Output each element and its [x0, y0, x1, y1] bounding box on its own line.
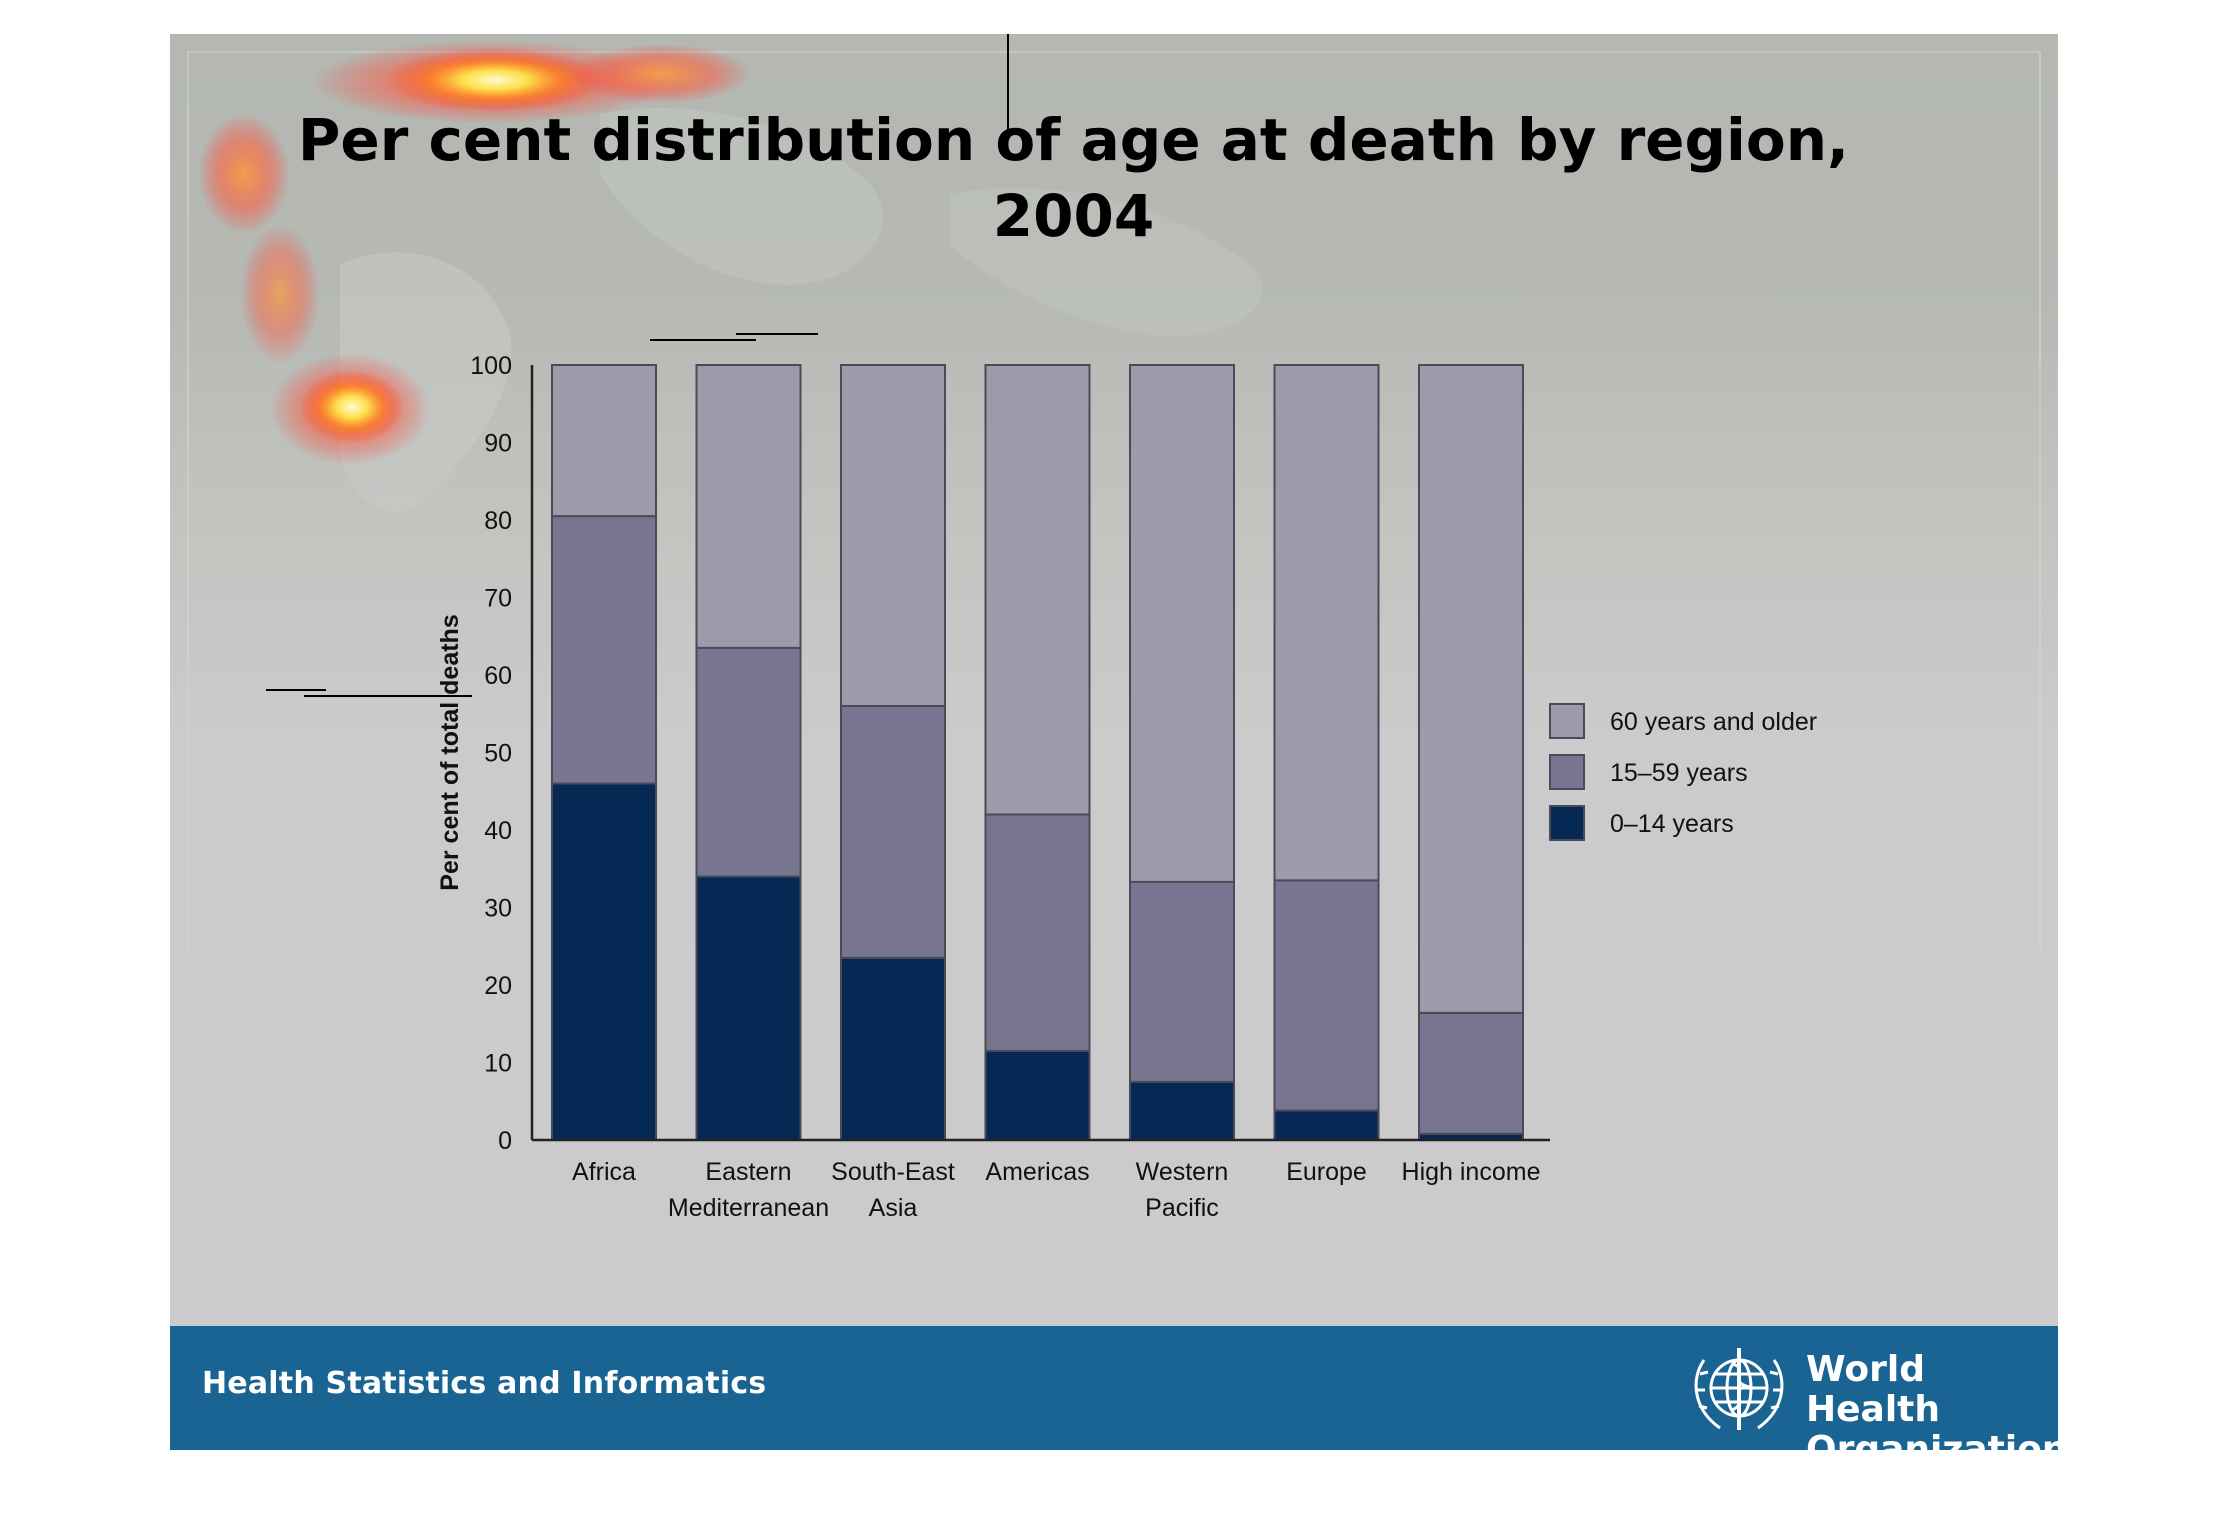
title-line-1: Per cent distribution of age at death by… [297, 106, 1850, 174]
y-tick-label: 30 [484, 895, 512, 923]
background-decoration [187, 34, 2041, 953]
bar-segment [1273, 879, 1380, 1112]
bar-segment [1273, 1109, 1380, 1142]
x-tick-label: Africa [572, 1158, 636, 1186]
who-logo: World Health Organization [1680, 1340, 2058, 1450]
x-tick-label: Europe [1286, 1158, 1367, 1186]
slide-title: Per cent distribution of age at death by… [170, 102, 1977, 254]
who-name-line-1: World Health [1806, 1349, 1941, 1430]
map-shape [950, 187, 1263, 336]
slide: Per cent distribution of age at death by… [170, 34, 2058, 1450]
x-tick-label: Asia [869, 1194, 918, 1222]
map-shape [600, 107, 883, 286]
bar-segment [551, 364, 657, 518]
legend-label: 15–59 years [1610, 759, 1748, 787]
heatmap-spot [198, 114, 290, 234]
bar-segment [695, 875, 802, 1141]
y-tick-label: 40 [484, 817, 512, 845]
legend-swatch [1549, 754, 1585, 790]
bar-segment [840, 364, 946, 707]
stacked-bar-chart: 0 10 20 30 40 50 60 70 80 90 100 Per cent of total … [436, 352, 1817, 1222]
inner-frame [187, 51, 2041, 953]
bar-segment [840, 705, 946, 959]
bar-segment [1129, 880, 1235, 1083]
y-tick-label: 50 [484, 740, 512, 768]
bar-segment [551, 782, 657, 1141]
y-tick-label: 20 [484, 972, 512, 1000]
legend-swatch [1549, 805, 1585, 841]
bar-segment [984, 1049, 1091, 1141]
y-tick-label: 90 [484, 430, 512, 458]
y-tick-label: 10 [484, 1050, 512, 1078]
footer-bar: Health Statistics and Informatics [170, 1326, 2058, 1450]
x-tick-label: South-East [831, 1158, 955, 1186]
y-tick-label: 100 [470, 352, 512, 380]
bar-segment [840, 956, 946, 1141]
who-name: World Health Organization [1806, 1349, 2058, 1451]
bar-segment [1129, 1080, 1235, 1141]
x-tick-label: Americas [985, 1158, 1089, 1186]
y-tick-label: 60 [484, 662, 512, 690]
legend-label: 60 years and older [1610, 708, 1817, 736]
x-tick-label: High income [1402, 1158, 1541, 1186]
x-tick-label: Western [1136, 1158, 1229, 1186]
y-tick-label: 80 [484, 507, 512, 535]
bar-segment [1418, 364, 1524, 1014]
bar-segment [695, 364, 802, 649]
y-axis-label: Per cent of total deaths [436, 614, 464, 890]
who-emblem-icon [1694, 1348, 1784, 1430]
x-tick-label: Mediterranean [668, 1194, 829, 1222]
bar-segment [695, 646, 802, 878]
legend-swatch [1549, 703, 1585, 739]
bar-segment [1418, 1011, 1524, 1135]
heatmap-spot [570, 44, 750, 104]
title-line-2: 2004 [992, 182, 1155, 250]
x-tick-label: Pacific [1145, 1194, 1219, 1222]
footer-text: Health Statistics and Informatics [202, 1366, 767, 1401]
bar-segment [984, 813, 1091, 1052]
heatmap-spot [240, 224, 320, 364]
bar-segment [1273, 364, 1380, 882]
who-name-line-2: Organization [1806, 1429, 2058, 1451]
y-tick-label: 70 [484, 585, 512, 613]
heatmap-spot [385, 48, 605, 112]
bar-segment [551, 515, 657, 785]
bar-segment [1129, 364, 1235, 883]
heatmap-spot [300, 371, 404, 443]
legend-label: 0–14 years [1610, 810, 1734, 838]
y-tick-label: 0 [498, 1127, 512, 1155]
bar-segment [984, 364, 1091, 816]
x-tick-label: Eastern [705, 1158, 791, 1186]
